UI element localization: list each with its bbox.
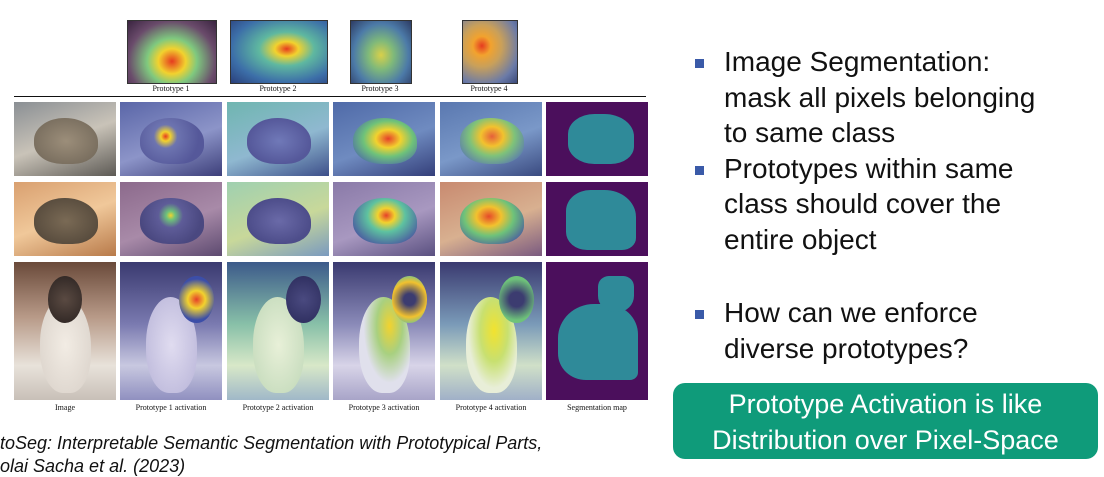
row3-prototype-3-activation xyxy=(333,262,435,400)
bullet-line: mask all pixels belonging xyxy=(724,81,1036,113)
bullet-diverse-prototypes: How can we enforce diverse prototypes? xyxy=(692,295,1092,366)
row2-prototype-2-activation xyxy=(227,182,329,256)
prototype-2-label: Prototype 2 xyxy=(259,84,297,93)
figure-caption-line-1: toSeg: Interpretable Semantic Segmentati… xyxy=(0,433,543,453)
row2-segmentation-map xyxy=(546,182,648,256)
bullet-line: to same class xyxy=(724,117,896,148)
prototype-figure: Prototype 1 Prototype 2 Prototype 3 Prot… xyxy=(14,20,648,412)
row3-prototype-2-activation xyxy=(227,262,329,400)
column-label-prototype-3: Prototype 3 activation xyxy=(348,403,420,412)
row1-segmentation-map xyxy=(546,102,648,176)
prototype-3-label: Prototype 3 xyxy=(361,84,399,93)
bullet-line: diverse prototypes? xyxy=(724,332,969,364)
prototype-1-thumbnail xyxy=(127,20,217,84)
row2-prototype-3-activation xyxy=(333,182,435,256)
figure-divider xyxy=(14,96,646,97)
prototype-3-thumbnail xyxy=(350,20,412,84)
row2-image xyxy=(14,182,116,256)
prototype-4-thumbnail xyxy=(462,20,518,84)
column-label-segmentation-map: Segmentation map xyxy=(567,403,627,412)
bullet-line: class should cover the xyxy=(724,188,1002,219)
bullet-square-icon xyxy=(695,310,704,319)
row1-prototype-1-activation xyxy=(120,102,222,176)
bullet-prototypes-cover: Prototypes within same class should cove… xyxy=(692,151,1092,258)
row3-prototype-4-activation xyxy=(440,262,542,400)
bullet-image-segmentation: Image Segmentation: mask all pixels belo… xyxy=(692,44,1092,151)
row3-image xyxy=(14,262,116,400)
bullet-list: Image Segmentation: mask all pixels belo… xyxy=(692,44,1092,366)
row2-prototype-1-activation xyxy=(120,182,222,256)
bullet-square-icon xyxy=(695,165,704,175)
row1-prototype-4-activation xyxy=(440,102,542,176)
row2-prototype-4-activation xyxy=(440,182,542,256)
row3-segmentation-map xyxy=(546,262,648,400)
bullet-line: How can we enforce xyxy=(724,297,978,328)
callout-line-2: Distribution over Pixel-Space xyxy=(712,425,1059,455)
bullet-line: entire object xyxy=(724,223,877,255)
column-label-image: Image xyxy=(55,403,75,412)
prototype-4-label: Prototype 4 xyxy=(470,84,508,93)
callout-line-1: Prototype Activation is like xyxy=(728,389,1043,419)
column-label-prototype-1: Prototype 1 activation xyxy=(135,403,207,412)
callout-box: Prototype Activation is like Distributio… xyxy=(673,383,1098,459)
prototype-2-thumbnail xyxy=(230,20,328,84)
column-label-prototype-4: Prototype 4 activation xyxy=(455,403,527,412)
bullet-line: Image Segmentation: xyxy=(724,46,991,77)
figure-caption-line-2: olai Sacha et al. (2023) xyxy=(0,456,186,476)
row1-image xyxy=(14,102,116,176)
bullet-square-icon xyxy=(695,59,704,68)
prototype-1-label: Prototype 1 xyxy=(152,84,190,93)
row3-prototype-1-activation xyxy=(120,262,222,400)
column-label-prototype-2: Prototype 2 activation xyxy=(242,403,314,412)
row1-prototype-3-activation xyxy=(333,102,435,176)
bullet-line: Prototypes within same xyxy=(724,152,1014,184)
row1-prototype-2-activation xyxy=(227,102,329,176)
